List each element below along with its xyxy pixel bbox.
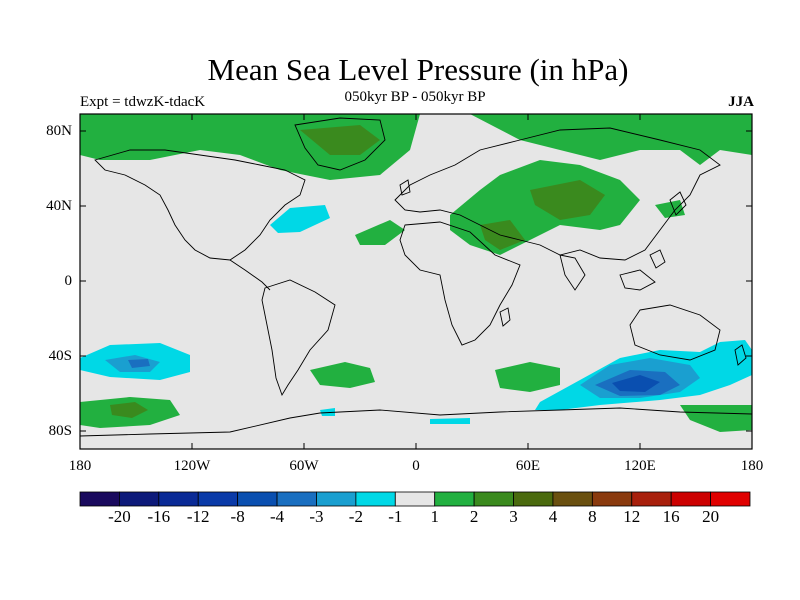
colorbar-label: -4 bbox=[269, 507, 285, 526]
lat-label: 40N bbox=[46, 198, 72, 214]
colorbar-swatch bbox=[670, 491, 711, 507]
colorbar-swatch bbox=[79, 491, 120, 507]
colorbar-label: -2 bbox=[348, 507, 363, 526]
map-title: Mean Sea Level Pressure (in hPa) bbox=[207, 52, 629, 87]
lat-label: 0 bbox=[64, 273, 73, 289]
anomaly-region bbox=[430, 418, 470, 424]
anomaly-region bbox=[270, 205, 330, 233]
australia-coast bbox=[629, 304, 721, 361]
philippines-coast bbox=[649, 249, 666, 269]
anomaly-region bbox=[530, 180, 605, 220]
lon-label: 60W bbox=[289, 458, 319, 474]
colorbar-label: 1 bbox=[430, 507, 439, 526]
colorbar-swatch bbox=[710, 491, 751, 507]
axis-ticks bbox=[80, 114, 752, 449]
lon-label: 180 bbox=[740, 458, 764, 474]
colorbar-swatch bbox=[591, 491, 633, 507]
colorbar-label: -16 bbox=[147, 507, 171, 526]
colorbar-label: -20 bbox=[108, 507, 131, 526]
colorbar-label: 8 bbox=[588, 507, 597, 526]
colorbar-label: 20 bbox=[702, 507, 720, 526]
greenland-coast bbox=[294, 117, 386, 171]
antarctica-coast bbox=[79, 407, 753, 437]
anomaly-region bbox=[612, 375, 660, 392]
anomaly-region bbox=[470, 114, 752, 165]
colorbar-swatch bbox=[513, 491, 554, 507]
indonesia-coast bbox=[619, 269, 656, 291]
anomaly-region bbox=[355, 220, 405, 245]
season-label: JJA bbox=[728, 94, 754, 110]
anomaly-region bbox=[320, 408, 335, 416]
colorbar-swatch bbox=[355, 491, 396, 507]
colorbar-label: -12 bbox=[186, 507, 210, 526]
new-zealand-coast bbox=[734, 344, 747, 366]
colorbar-swatch bbox=[197, 491, 239, 507]
anomaly-region bbox=[110, 402, 148, 418]
colorbar-swatch bbox=[158, 491, 199, 507]
anomaly-region bbox=[680, 405, 752, 432]
central-america-coast bbox=[229, 259, 271, 291]
colorbar-swatch bbox=[276, 491, 317, 507]
colorbar-label: -8 bbox=[230, 507, 245, 526]
colorbar-label: -3 bbox=[309, 507, 324, 526]
north-america-coast bbox=[94, 149, 306, 261]
eurasia-coast bbox=[394, 127, 721, 261]
colorbar-label: 2 bbox=[469, 507, 479, 526]
colorbar-label: 16 bbox=[662, 507, 680, 526]
colorbar-swatch bbox=[434, 491, 475, 507]
lon-label: 0 bbox=[412, 458, 420, 474]
lon-label: 60E bbox=[515, 458, 541, 474]
lat-label: 80S bbox=[48, 423, 72, 439]
colorbar-swatch bbox=[316, 491, 357, 507]
colorbar-swatch bbox=[394, 491, 436, 507]
india-coast bbox=[559, 254, 586, 291]
anomaly-region bbox=[300, 125, 380, 155]
coastlines bbox=[79, 117, 753, 437]
madagascar-coast bbox=[499, 307, 511, 327]
colorbar-swatch bbox=[552, 491, 593, 507]
lon-label: 180 bbox=[68, 458, 92, 474]
colorbar-swatch bbox=[473, 491, 514, 507]
anomaly-region bbox=[480, 220, 525, 250]
map-subtitle: 050kyr BP - 050kyr BP bbox=[344, 89, 486, 105]
south-america-coast bbox=[261, 279, 336, 397]
africa-coast bbox=[399, 221, 521, 346]
british-isles-coast bbox=[399, 179, 411, 196]
anomaly-region bbox=[128, 359, 150, 368]
lat-label: 40S bbox=[48, 348, 72, 364]
lat-label: 80N bbox=[46, 123, 72, 139]
experiment-label: Expt = tdwzK-tdacK bbox=[80, 94, 206, 110]
colorbar-label: 3 bbox=[509, 507, 518, 526]
colorbar-label: 12 bbox=[623, 507, 641, 526]
lon-label: 120W bbox=[173, 458, 211, 474]
lon-label: 120E bbox=[624, 458, 656, 474]
colorbar-swatch bbox=[631, 491, 672, 507]
anomaly-fills bbox=[80, 114, 752, 432]
anomaly-region bbox=[495, 362, 560, 392]
colorbar-label: 4 bbox=[548, 507, 558, 526]
anomaly-region bbox=[310, 362, 375, 388]
colorbar bbox=[79, 491, 751, 507]
colorbar-swatch bbox=[119, 491, 160, 507]
japan-coast bbox=[669, 191, 687, 216]
colorbar-label: -1 bbox=[388, 507, 403, 526]
colorbar-swatch bbox=[237, 491, 278, 507]
